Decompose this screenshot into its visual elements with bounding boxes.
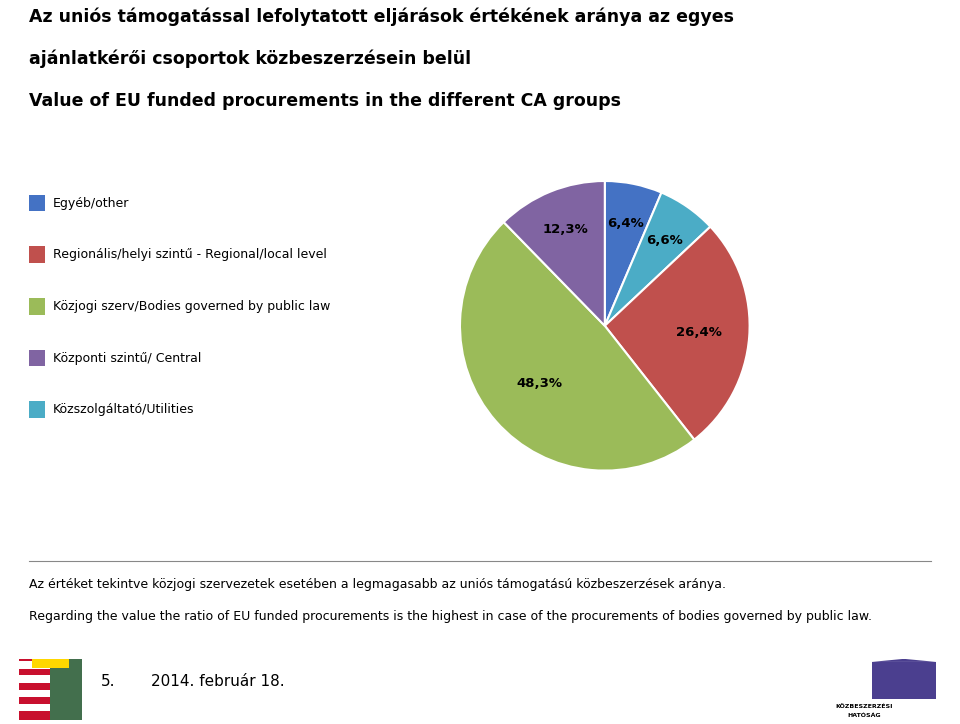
Text: Egyéb/other: Egyéb/other xyxy=(53,196,129,209)
Text: 2014. február 18.: 2014. február 18. xyxy=(151,674,284,689)
Text: 5.: 5. xyxy=(101,674,115,689)
Text: 12,3%: 12,3% xyxy=(542,223,588,236)
Bar xyxy=(29,350,45,366)
Bar xyxy=(29,195,45,211)
Text: Regarding the value the ratio of EU funded procurements is the highest in case o: Regarding the value the ratio of EU fund… xyxy=(29,610,872,623)
Bar xyxy=(872,662,936,699)
Text: Közszolgáltató/Utilities: Közszolgáltató/Utilities xyxy=(53,403,194,416)
Text: Közjogi szerv/Bodies governed by public law: Közjogi szerv/Bodies governed by public … xyxy=(53,300,330,313)
Text: Az uniós támogatással lefolytatott eljárások értékének aránya az egyes: Az uniós támogatással lefolytatott eljár… xyxy=(29,7,733,26)
Wedge shape xyxy=(605,181,661,326)
Wedge shape xyxy=(504,181,605,326)
Bar xyxy=(29,246,45,263)
Bar xyxy=(32,659,69,668)
Bar xyxy=(19,689,51,697)
Wedge shape xyxy=(605,227,750,439)
Bar xyxy=(51,659,82,720)
Bar xyxy=(19,675,51,683)
Text: Központi szintű/ Central: Központi szintű/ Central xyxy=(53,352,201,365)
Bar xyxy=(29,298,45,315)
Text: 26,4%: 26,4% xyxy=(676,327,722,340)
Polygon shape xyxy=(872,659,936,662)
Wedge shape xyxy=(460,222,694,471)
Text: 48,3%: 48,3% xyxy=(516,376,563,390)
Bar xyxy=(19,659,51,720)
Text: Value of EU funded procurements in the different CA groups: Value of EU funded procurements in the d… xyxy=(29,93,621,110)
Bar xyxy=(29,401,45,418)
Text: Regionális/helyi szintű - Regional/local level: Regionális/helyi szintű - Regional/local… xyxy=(53,248,326,261)
Bar xyxy=(19,704,51,711)
Text: HATÓSÁG: HATÓSÁG xyxy=(847,713,881,718)
Bar xyxy=(19,661,51,669)
Wedge shape xyxy=(605,193,710,326)
Text: 6,4%: 6,4% xyxy=(608,217,644,230)
Text: 6,6%: 6,6% xyxy=(646,234,683,247)
Text: Az értéket tekintve közjogi szervezetek esetében a legmagasabb az uniós támogatá: Az értéket tekintve közjogi szervezetek … xyxy=(29,578,726,592)
Text: ajánlatkérői csoportok közbeszerzésein belül: ajánlatkérői csoportok közbeszerzésein b… xyxy=(29,50,471,68)
Text: KÖZBESZERZÉSI: KÖZBESZERZÉSI xyxy=(835,704,893,710)
